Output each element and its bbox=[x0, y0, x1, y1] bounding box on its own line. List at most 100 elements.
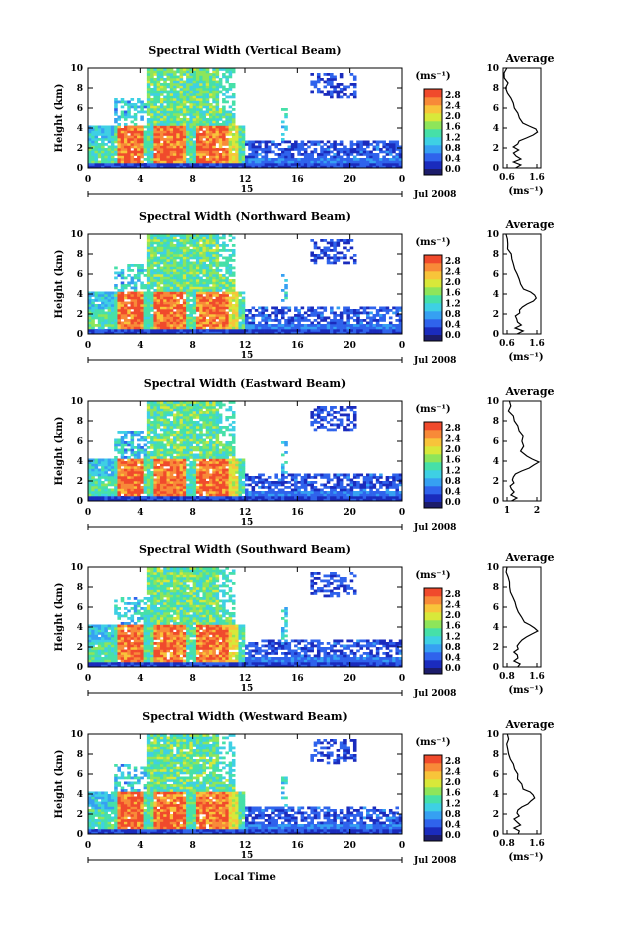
heatmap-cell bbox=[123, 441, 128, 444]
heatmap-cell bbox=[352, 150, 357, 154]
heatmap-cell bbox=[120, 130, 125, 134]
heatmap-cell bbox=[173, 493, 177, 497]
heatmap-cell bbox=[310, 251, 314, 255]
heatmap-cell bbox=[182, 83, 187, 86]
heatmap-cell bbox=[137, 140, 141, 144]
heatmap-cell bbox=[231, 113, 236, 116]
heatmap-cell bbox=[277, 160, 282, 164]
heatmap-cell bbox=[294, 160, 298, 164]
heatmap-cell bbox=[117, 145, 122, 149]
heatmap-cell bbox=[166, 448, 171, 452]
heatmap-cell bbox=[120, 271, 125, 275]
heatmap-cell bbox=[156, 271, 161, 275]
heatmap-cell bbox=[225, 113, 229, 116]
heatmap-cell bbox=[97, 478, 102, 482]
heatmap-cell bbox=[186, 316, 190, 320]
heatmap-cell bbox=[114, 160, 118, 164]
heatmap-cell bbox=[140, 314, 144, 317]
heatmap-cell bbox=[192, 423, 197, 427]
heatmap-cell bbox=[189, 140, 193, 144]
heatmap-cell bbox=[179, 421, 184, 424]
heatmap-cell bbox=[88, 493, 92, 497]
heatmap-cell bbox=[297, 165, 301, 169]
heatmap-cell bbox=[369, 311, 373, 315]
heatmap-cell bbox=[186, 491, 190, 494]
heatmap-cell bbox=[123, 309, 128, 312]
heatmap-cell bbox=[215, 70, 220, 74]
heatmap-cell bbox=[179, 441, 184, 444]
heatmap-cell bbox=[150, 128, 154, 131]
heatmap-cell bbox=[235, 324, 239, 327]
heatmap-cell bbox=[333, 78, 337, 81]
heatmap-cell bbox=[192, 326, 197, 330]
heatmap-cell bbox=[137, 456, 141, 459]
heatmap-cell bbox=[228, 88, 233, 91]
heatmap-cell bbox=[120, 115, 125, 119]
heatmap-cell bbox=[195, 120, 200, 124]
heatmap-cell bbox=[215, 271, 220, 275]
colorbar-tick-label: 2.8 bbox=[445, 257, 461, 267]
heatmap-cell bbox=[173, 269, 177, 272]
heatmap-cell bbox=[310, 73, 314, 76]
heatmap-cell bbox=[333, 140, 337, 144]
heatmap-cell bbox=[143, 438, 148, 442]
heatmap-cell bbox=[153, 491, 157, 494]
heatmap-cell bbox=[212, 98, 216, 101]
heatmap-cell bbox=[186, 301, 190, 305]
heatmap-cell bbox=[159, 249, 164, 252]
heatmap-cell bbox=[146, 306, 151, 310]
heatmap-cell bbox=[133, 123, 138, 126]
heatmap-cell bbox=[366, 163, 370, 166]
heatmap-cell bbox=[333, 246, 337, 250]
heatmap-cell bbox=[156, 441, 161, 444]
heatmap-cell bbox=[130, 498, 135, 502]
heatmap-cell bbox=[166, 276, 171, 280]
heatmap-cell bbox=[251, 306, 256, 310]
heatmap-cell bbox=[284, 148, 288, 151]
heatmap-cell bbox=[195, 160, 200, 164]
heatmap-cell bbox=[326, 158, 331, 161]
heatmap-cell bbox=[182, 423, 187, 427]
heatmap-cell bbox=[169, 128, 174, 131]
heatmap-cell bbox=[137, 491, 141, 494]
heatmap-cell bbox=[150, 239, 154, 242]
heatmap-cell bbox=[123, 133, 128, 136]
heatmap-cell bbox=[382, 314, 386, 317]
heatmap-cell bbox=[238, 125, 243, 129]
heatmap-cell bbox=[150, 105, 154, 109]
heatmap-cell bbox=[120, 299, 125, 302]
heatmap-cell bbox=[153, 153, 157, 156]
heatmap-cell bbox=[179, 496, 184, 499]
heatmap-cell bbox=[91, 138, 95, 141]
heatmap-cell bbox=[205, 68, 210, 71]
heatmap-cell bbox=[205, 143, 210, 146]
heatmap-cell bbox=[186, 406, 190, 409]
heatmap-cell bbox=[143, 291, 148, 295]
heatmap-cell bbox=[107, 488, 112, 492]
heatmap-cell bbox=[192, 120, 197, 124]
heatmap-cell bbox=[277, 309, 282, 312]
heatmap-cell bbox=[316, 329, 321, 332]
y-tick-label: 4 bbox=[77, 124, 83, 134]
heatmap-cell bbox=[349, 326, 354, 330]
heatmap-cell bbox=[176, 324, 180, 327]
heatmap-cell bbox=[300, 140, 305, 144]
heatmap-cell bbox=[280, 160, 285, 164]
heatmap-cell bbox=[110, 311, 115, 315]
colorbar-segment bbox=[424, 161, 442, 170]
heatmap-cell bbox=[182, 108, 187, 111]
heatmap-cell bbox=[163, 324, 167, 327]
heatmap-cell bbox=[176, 125, 180, 129]
heatmap-cell bbox=[186, 411, 190, 414]
heatmap-cell bbox=[199, 90, 203, 94]
heatmap-cell bbox=[117, 481, 122, 484]
heatmap-cell bbox=[173, 135, 177, 139]
heatmap-cell bbox=[91, 294, 95, 297]
heatmap-cell bbox=[186, 256, 190, 260]
heatmap-cell bbox=[143, 296, 148, 300]
heatmap-cell bbox=[146, 254, 151, 257]
heatmap-cell bbox=[140, 118, 144, 121]
colorbar-segment bbox=[424, 97, 442, 106]
heatmap-cell bbox=[277, 324, 282, 327]
heatmap-cell bbox=[290, 331, 295, 335]
